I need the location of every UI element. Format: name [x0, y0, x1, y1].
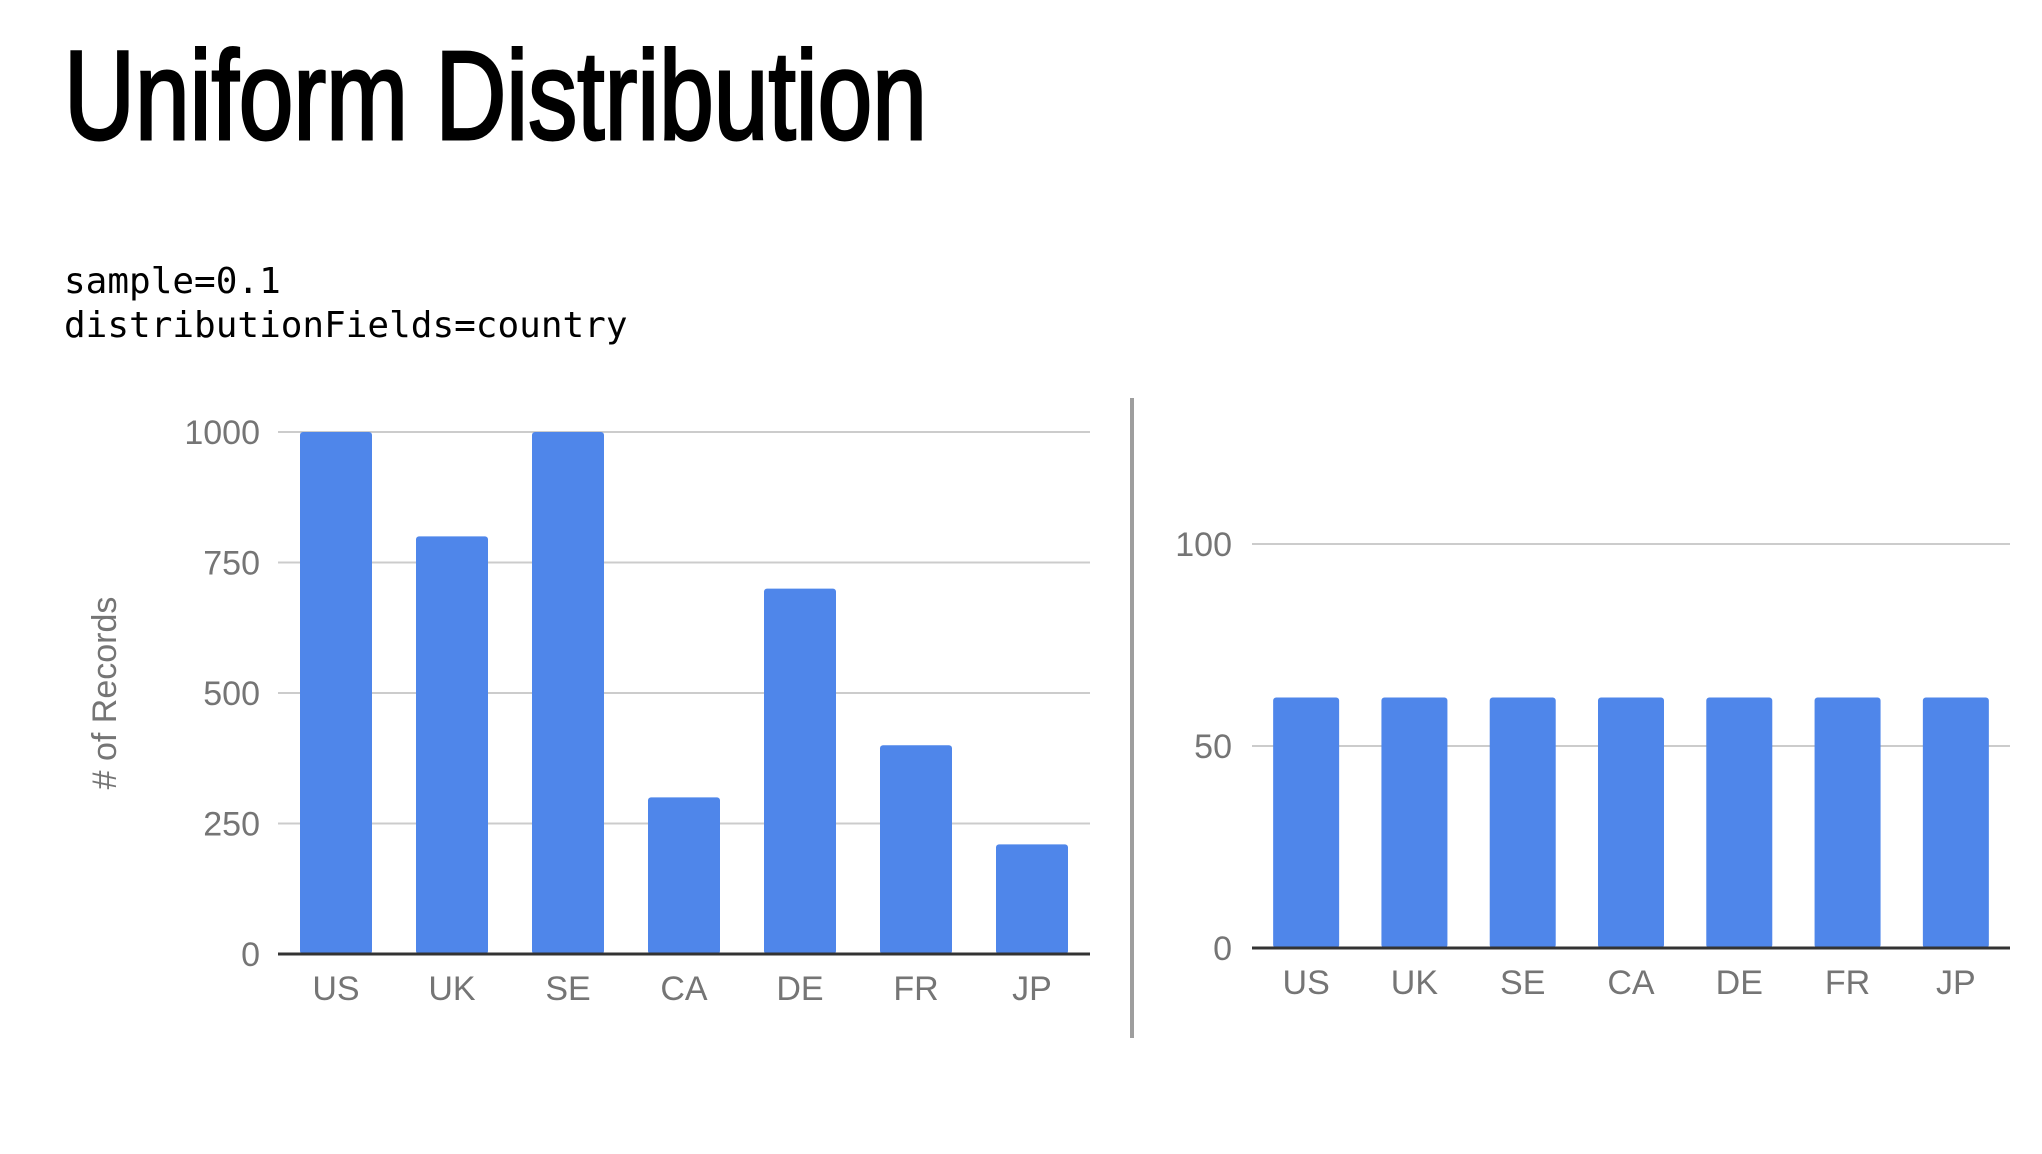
right-chart-x-tick-label: US [1283, 964, 1330, 1002]
right-chart-bar-uk [1381, 697, 1448, 948]
param-sample: sample=0.1 [64, 261, 281, 302]
left-chart-y-tick-label: 0 [241, 936, 260, 974]
left-chart-x-tick-label: FR [893, 970, 938, 1008]
left-chart-x-tick-label: US [312, 970, 359, 1008]
left-chart-bar-us [300, 432, 372, 954]
slide-title: Uniform Distribution [63, 23, 928, 167]
right-chart-bar-fr [1814, 697, 1881, 948]
right-chart-x-tick-label: UK [1391, 964, 1439, 1002]
right-chart-bar-ca [1598, 697, 1664, 948]
left-chart-bar-se [532, 432, 604, 954]
left-chart-x-tick-label: SE [545, 970, 590, 1008]
right-chart-x-tick-label: DE [1716, 964, 1763, 1002]
left-chart-bar-de [764, 588, 836, 954]
param-distribution-fields: distributionFields=country [64, 305, 628, 346]
right-chart-y-tick-label: 50 [1194, 728, 1232, 766]
left-chart-y-tick-label: 1000 [184, 414, 260, 452]
right-chart-x-tick-label: FR [1825, 964, 1870, 1002]
right-chart-y-tick-label: 0 [1213, 930, 1232, 968]
right-chart-x-tick-label: JP [1936, 964, 1976, 1002]
right-chart-bar-de [1706, 697, 1773, 948]
right-chart-y-tick-label: 100 [1175, 526, 1232, 564]
left-chart-y-tick-label: 500 [203, 675, 260, 713]
left-chart-x-tick-label: JP [1012, 970, 1052, 1008]
right-chart-x-tick-label: SE [1500, 964, 1545, 1002]
left-chart-bar-ca [648, 797, 720, 954]
right-chart-bar-se [1489, 697, 1556, 948]
left-chart-bar-fr [880, 745, 952, 954]
right-chart-bar-jp [1922, 697, 1989, 948]
uniform-sample-chart: 0 50 100 US UK SE CA DE FR JP [1175, 526, 2010, 1002]
left-chart-x-tick-label: CA [660, 970, 708, 1008]
left-chart-y-tick-label: 250 [203, 806, 260, 844]
left-chart-bar-uk [416, 536, 488, 954]
parameter-block: sample=0.1 distributionFields=country [64, 260, 628, 348]
left-chart-y-tick-label: 750 [203, 545, 260, 583]
right-chart-x-tick-label: CA [1607, 964, 1655, 1002]
left-chart-bar-jp [996, 844, 1068, 954]
chart-divider [1130, 398, 1134, 1038]
left-chart-y-axis-label: # of Records [86, 597, 124, 790]
left-chart-x-tick-label: DE [776, 970, 823, 1008]
left-chart-x-tick-label: UK [428, 970, 476, 1008]
right-chart-bar-us [1273, 697, 1340, 948]
records-by-country-chart: 0 250 500 750 1000 US UK SE CA DE FR JP # of Records [86, 414, 1090, 1008]
